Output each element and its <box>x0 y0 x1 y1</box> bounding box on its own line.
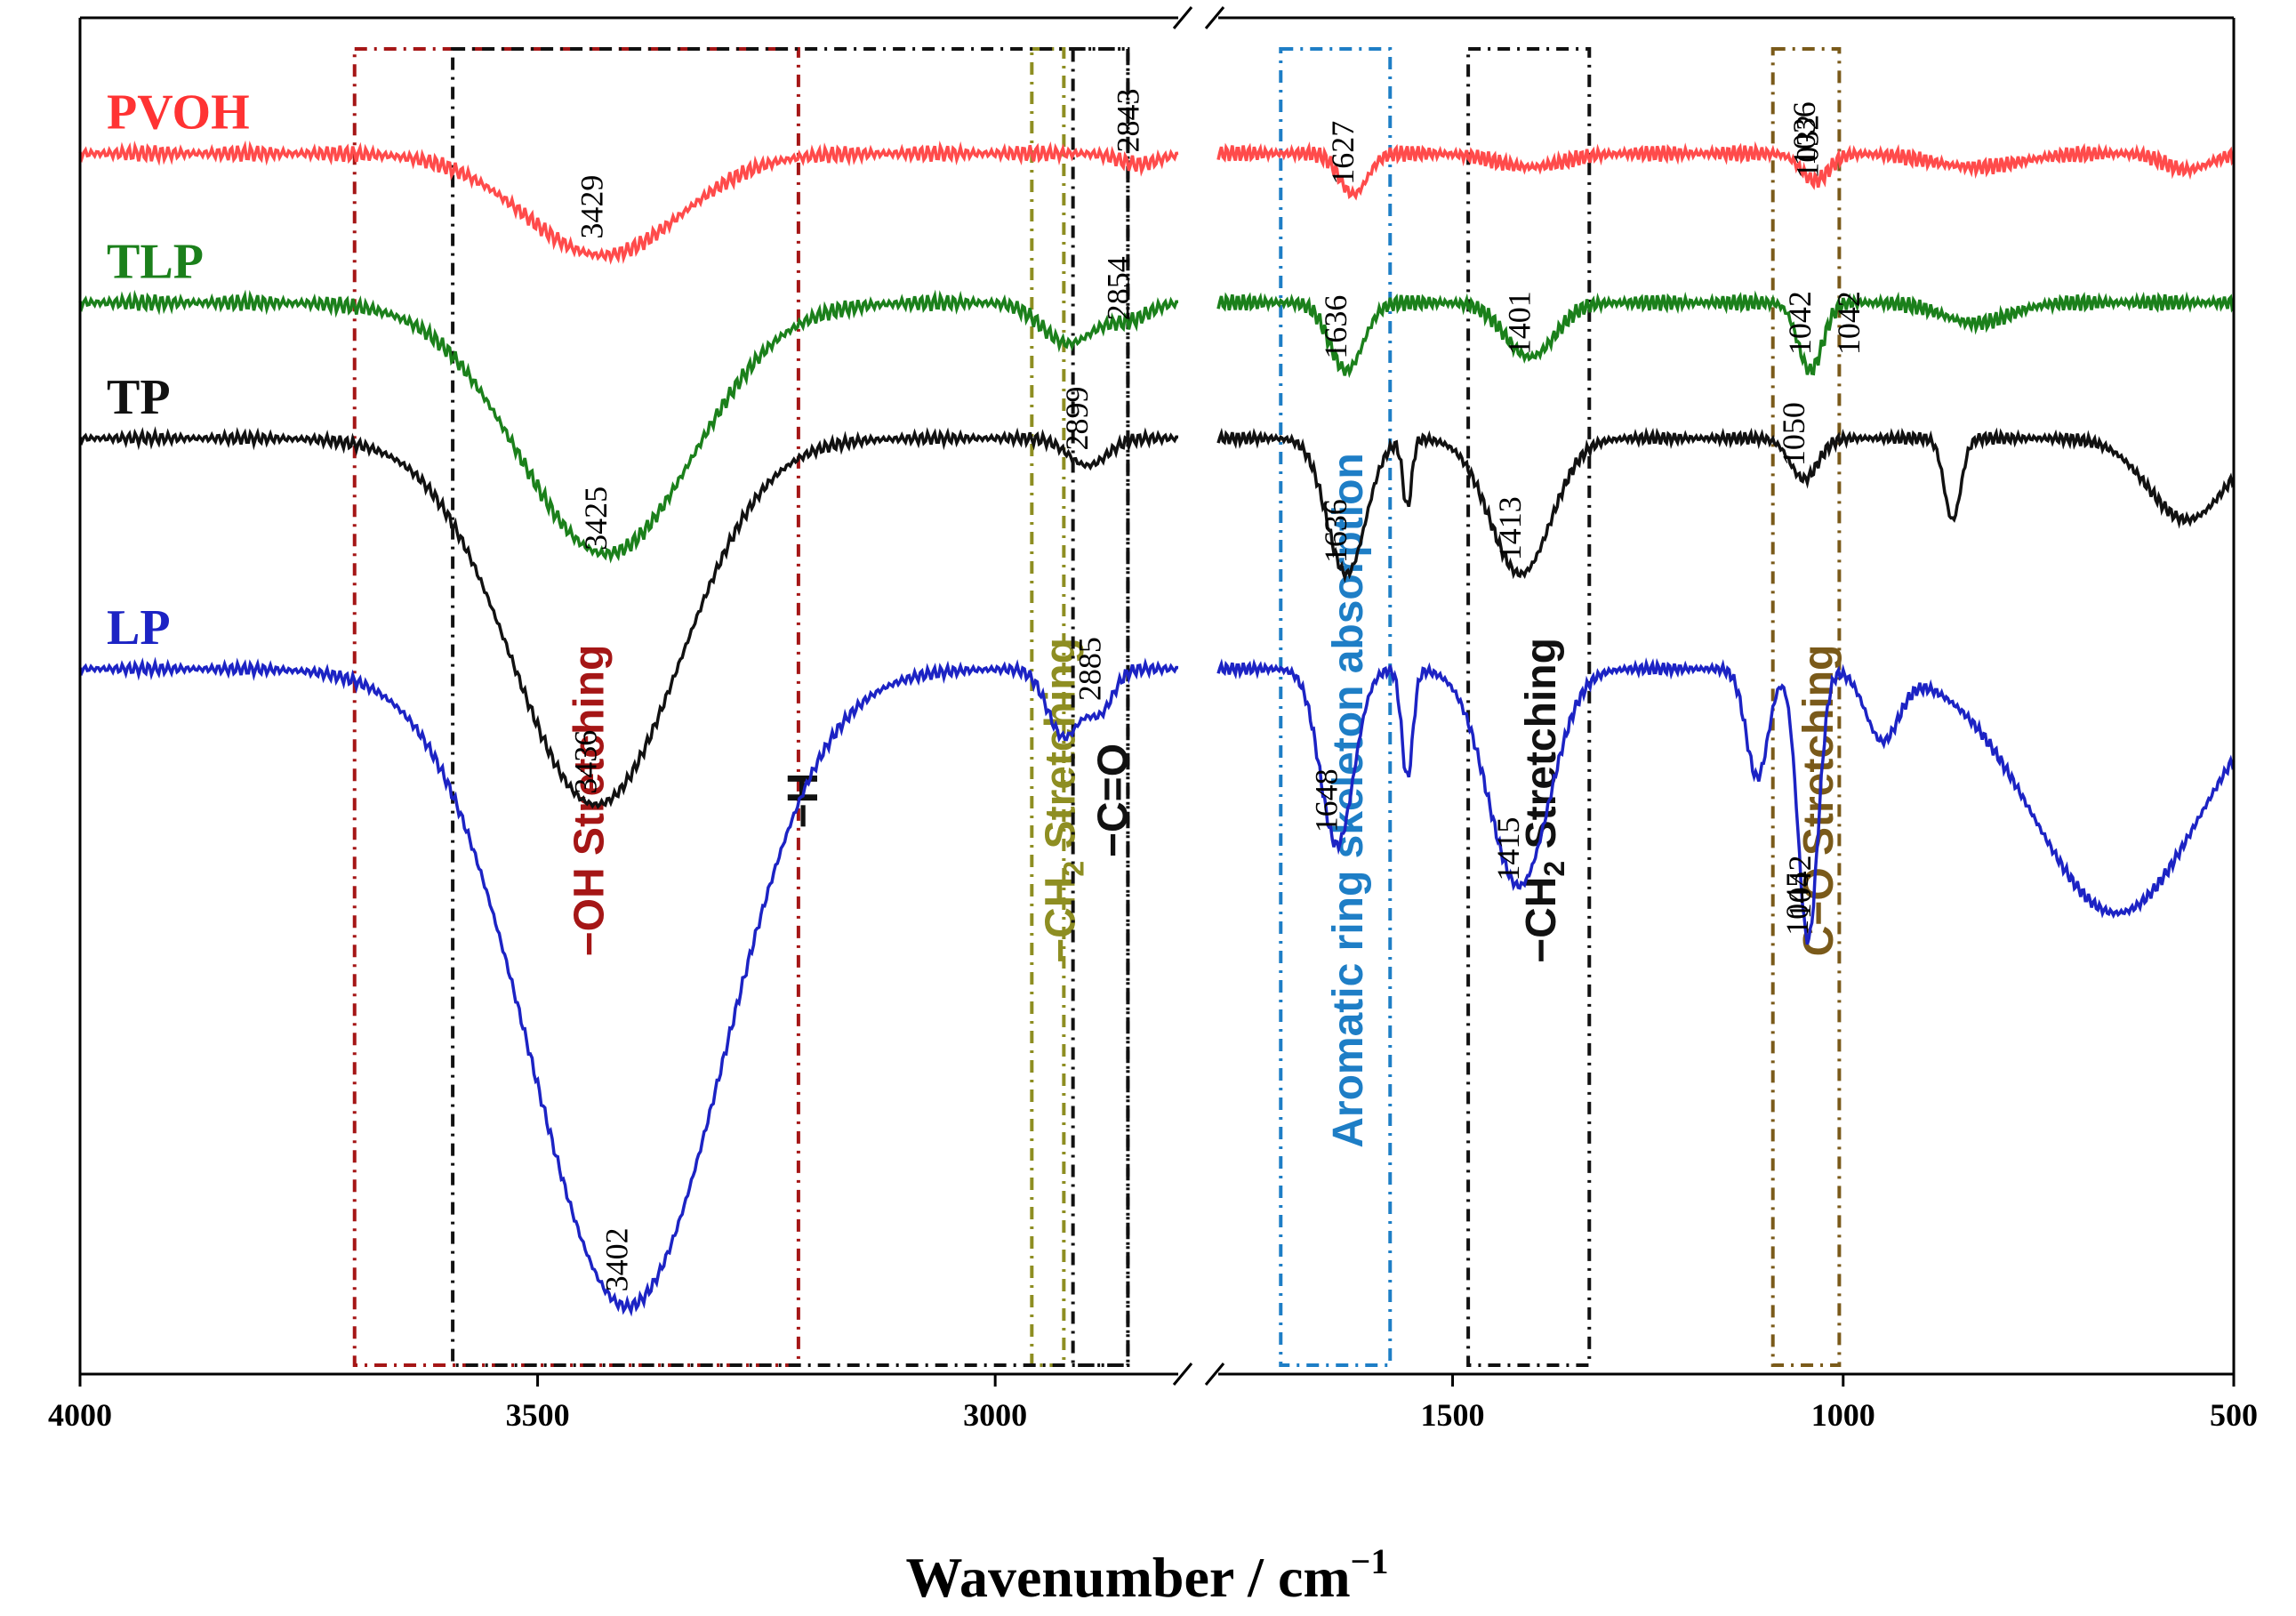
peak-label: 2854 <box>1100 256 1136 320</box>
spectrum-tp-right <box>1216 426 2236 583</box>
x-axis-title: Wavenumber / cm−1 <box>906 1541 1389 1609</box>
region-box <box>451 47 1130 1367</box>
peak-label: 1042 <box>1782 855 1818 919</box>
region-label: −CH2 Stretching <box>1037 638 1089 963</box>
spectrum-lp-left <box>78 656 1179 1317</box>
x-tick-label: 1500 <box>1421 1397 1485 1433</box>
peak-label: 1413 <box>1492 496 1528 560</box>
spectrum-pvoh-right <box>1216 141 2236 201</box>
x-tick-label: 1000 <box>1811 1397 1875 1433</box>
x-tick-label: 3500 <box>506 1397 570 1433</box>
spectrum-tlp-left <box>78 289 1178 564</box>
x-ticks: 4000 3500 3000 1500 1000 500 <box>48 1374 2258 1433</box>
peak-label: 1045 <box>1779 872 1815 936</box>
region-label: −C=O <box>1090 744 1137 857</box>
peak-label: 1401 <box>1502 291 1537 355</box>
series-label-pvoh: PVOH <box>107 85 250 141</box>
axis-break-bottom <box>1172 1363 1225 1386</box>
peak-label: 2885 <box>1072 637 1108 701</box>
peak-label: 1036 <box>1786 101 1822 165</box>
spectrum-tlp-right <box>1216 290 2236 379</box>
peak-label: 2899 <box>1059 387 1095 451</box>
peak-label: 1636 <box>1318 499 1353 563</box>
spectrum-lp-right <box>1216 656 2236 945</box>
spectrum-tp-left <box>78 426 1179 809</box>
series-label-lp: LP <box>107 600 171 655</box>
x-tick-label: 500 <box>2210 1397 2258 1433</box>
series-label-tlp: TLP <box>107 234 204 289</box>
axes: 4000 3500 3000 1500 1000 500 Wavenumber / cm−… <box>48 6 2258 1609</box>
peak-label: 2843 <box>1111 89 1146 153</box>
region-label: −CH2 Stretching <box>1518 638 1570 963</box>
peak-label: 1636 <box>1318 295 1353 359</box>
peak-label: 3429 <box>574 175 610 239</box>
series-legend-labels: PVOH TLP TP LP <box>107 85 250 656</box>
x-tick-label: 4000 <box>48 1397 112 1433</box>
x-tick-label: 3000 <box>963 1397 1027 1433</box>
peak-label: 1042 <box>1831 291 1867 355</box>
peak-label: 3402 <box>598 1227 634 1291</box>
peak-label: 1042 <box>1782 291 1818 355</box>
peak-label: 1648 <box>1309 768 1345 832</box>
peak-label: 1415 <box>1490 817 1526 881</box>
region-box <box>1279 47 1393 1367</box>
series-label-tp: TP <box>107 370 171 425</box>
peak-label: 3436 <box>567 730 603 794</box>
region-box <box>1770 47 1842 1367</box>
spectra-curves <box>78 140 2236 1317</box>
peak-annotations: 3429 3425 3436 3402 2843 2854 2899 2885 1627 1636… <box>567 89 1866 1292</box>
spectrum-pvoh-left <box>78 140 1179 265</box>
peak-label: 1050 <box>1776 402 1811 466</box>
region-boxes: −OH Stretching −CH2 Stretching −C=O−H Aroma… <box>352 47 1842 1367</box>
region-box <box>1466 47 1592 1367</box>
peak-label: 1032 <box>1790 115 1826 179</box>
region-label: −H <box>780 773 827 829</box>
region-box <box>1071 47 1130 1367</box>
peak-label: 1627 <box>1325 121 1361 185</box>
peak-label: 3425 <box>578 486 614 551</box>
axis-break-top <box>1172 6 1225 29</box>
